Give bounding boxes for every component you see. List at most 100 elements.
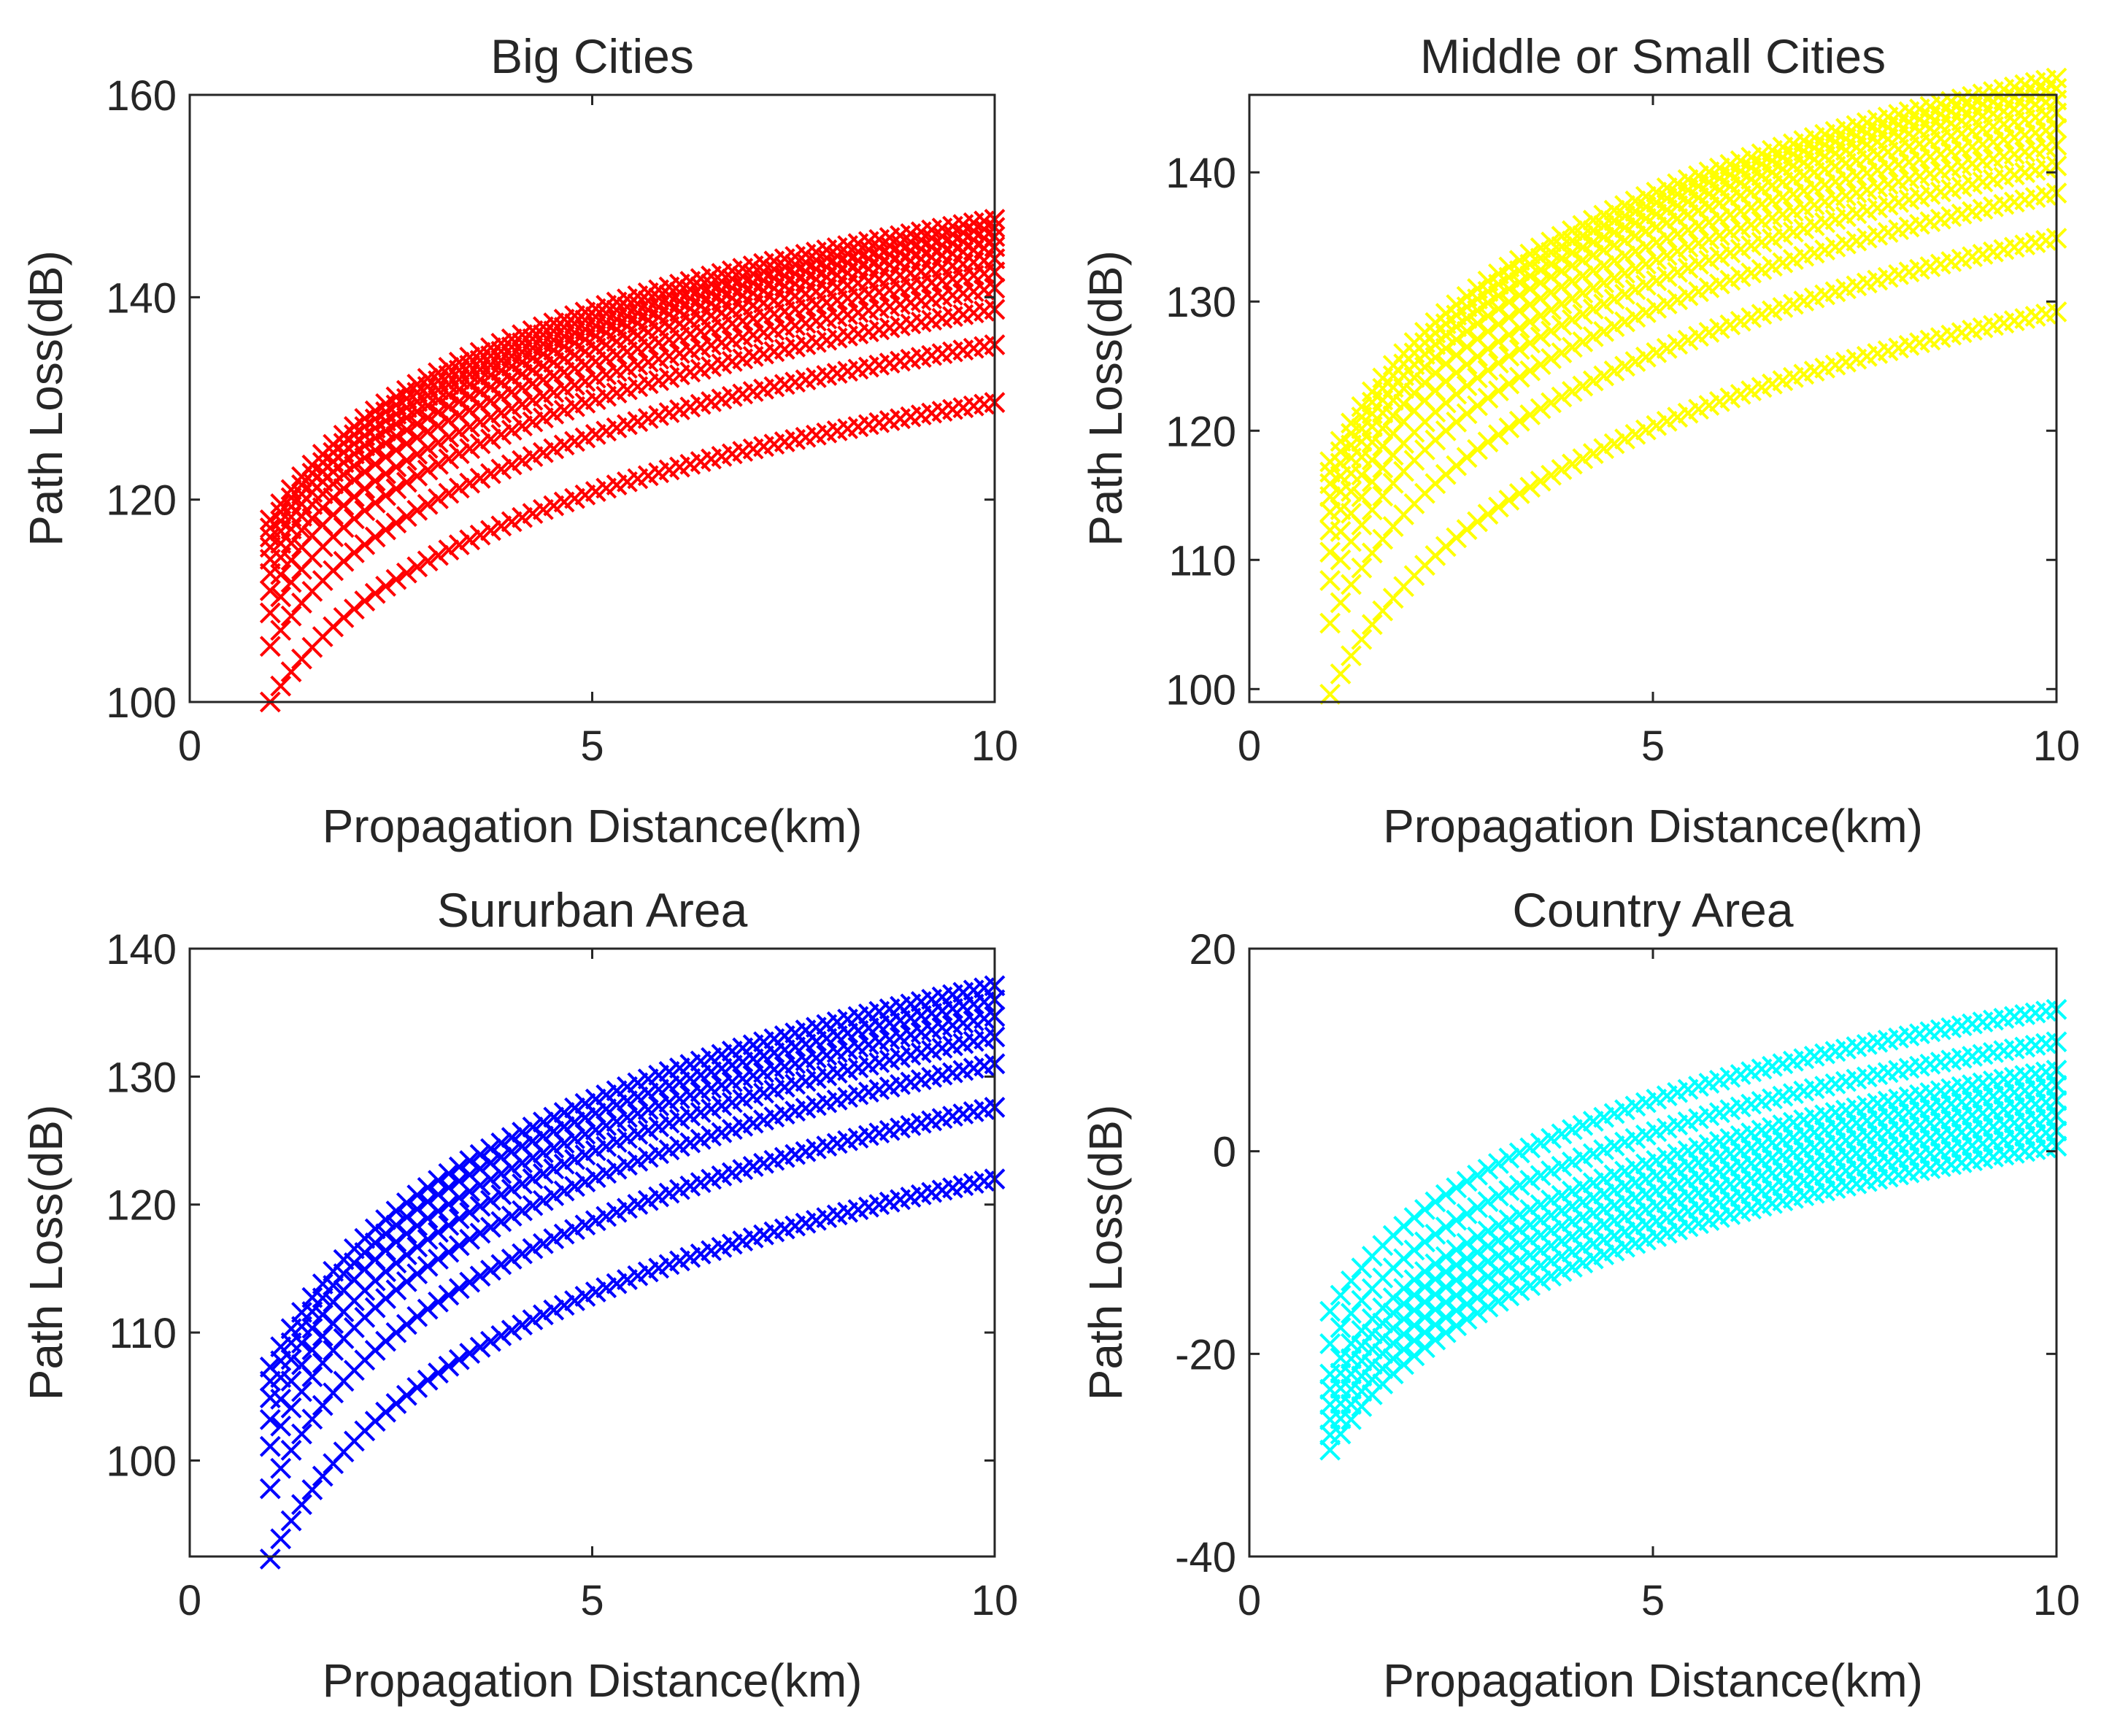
data-point [301, 1339, 323, 1361]
data-point [438, 356, 460, 378]
y-tick-label: 120 [106, 1182, 177, 1230]
data-point [1508, 410, 1530, 432]
data-point [417, 1255, 439, 1277]
data-point [1561, 220, 1583, 242]
data-point [417, 368, 439, 389]
data-point [1508, 250, 1530, 271]
data-point [1561, 1180, 1583, 1202]
data-point [417, 1229, 439, 1250]
data-point [1446, 294, 1468, 316]
data-point [1530, 1133, 1551, 1154]
data-point [1361, 499, 1383, 521]
subplot-4: 0 5 10 -40 -20 0 20 Country Area Propagation Dis… [1079, 883, 2080, 1707]
data-point [532, 1232, 554, 1254]
data-point [428, 1291, 449, 1313]
y-tick-label: 140 [1165, 150, 1236, 197]
data-point [1488, 352, 1509, 374]
data-point [1541, 242, 1562, 263]
data-point [1403, 1314, 1425, 1336]
data-point [259, 1478, 281, 1500]
data-point [1467, 367, 1488, 389]
data-point [428, 1362, 449, 1384]
data-point [543, 1228, 565, 1250]
data-point [417, 1177, 439, 1198]
data-point [1446, 1177, 1468, 1199]
x-tick-label: 5 [580, 1577, 604, 1624]
data-point [259, 517, 281, 539]
data-point [1614, 205, 1635, 227]
data-point [490, 458, 512, 480]
data-point [385, 1200, 407, 1222]
data-point [396, 1313, 417, 1335]
data-point [522, 1309, 544, 1331]
data-point [1561, 309, 1583, 331]
data-point [343, 542, 365, 563]
data-point [490, 515, 512, 537]
data-point [574, 1144, 596, 1166]
data-point [1414, 1291, 1435, 1313]
x-tick-label: 10 [971, 722, 1019, 770]
data-point [312, 1394, 334, 1416]
data-point [1319, 1378, 1341, 1400]
data-point [396, 562, 417, 584]
data-point [1635, 185, 1657, 207]
data-point [1435, 1246, 1457, 1268]
y-tick-label: 120 [1165, 408, 1236, 455]
y-tick-label: 100 [1165, 666, 1236, 714]
data-point [469, 369, 491, 390]
data-point [1456, 403, 1478, 425]
data-point [1372, 367, 1394, 389]
data-point [270, 620, 292, 641]
data-point [428, 1249, 449, 1270]
data-point [1446, 1254, 1468, 1276]
data-point [259, 602, 281, 624]
series-h7 [259, 975, 1006, 1378]
data-point [448, 1156, 470, 1178]
data-point [1403, 1269, 1425, 1291]
data-point [1488, 1153, 1509, 1174]
data-point [490, 424, 512, 445]
y-axis-label: Path Loss(dB) [20, 250, 72, 547]
data-point [385, 568, 407, 590]
data-point [406, 556, 428, 578]
data-point [490, 332, 512, 354]
data-point [1498, 345, 1520, 367]
data-point [1425, 1224, 1446, 1245]
data-point [553, 1153, 575, 1175]
x-axis-label: Propagation Distance(km) [323, 800, 863, 852]
data-point [1541, 1127, 1562, 1149]
data-point [480, 1216, 501, 1238]
data-point [396, 471, 417, 493]
data-point [1635, 196, 1657, 217]
data-point [1456, 375, 1478, 397]
data-point [1319, 1300, 1341, 1322]
data-point [522, 1238, 544, 1259]
subplot-3: 0 5 10 100 110 120 130 140 Sururban Area Propagat… [20, 883, 1018, 1707]
data-point [291, 1354, 312, 1376]
data-point [1646, 181, 1668, 203]
data-point [1551, 386, 1573, 408]
data-point [270, 1457, 292, 1479]
data-point [1456, 336, 1478, 358]
data-point [428, 1222, 449, 1243]
data-point [438, 448, 460, 470]
data-point [1403, 1239, 1425, 1261]
data-point [512, 1243, 533, 1265]
data-point [459, 529, 481, 551]
data-point [459, 1271, 481, 1293]
data-point [480, 1259, 501, 1281]
data-point [490, 1254, 512, 1276]
chart-title: Country Area [1512, 883, 1793, 937]
data-point [428, 1170, 449, 1192]
data-point [1656, 293, 1678, 315]
data-point [1330, 663, 1352, 684]
data-point [354, 533, 376, 555]
data-point [1446, 527, 1468, 549]
data-point [1551, 1184, 1573, 1206]
series-h2 [1319, 228, 2067, 634]
data-point [512, 1314, 533, 1336]
data-point [1519, 332, 1541, 354]
data-point [1467, 278, 1488, 299]
series-h7 [1319, 1031, 2067, 1354]
data-point [385, 1252, 407, 1274]
